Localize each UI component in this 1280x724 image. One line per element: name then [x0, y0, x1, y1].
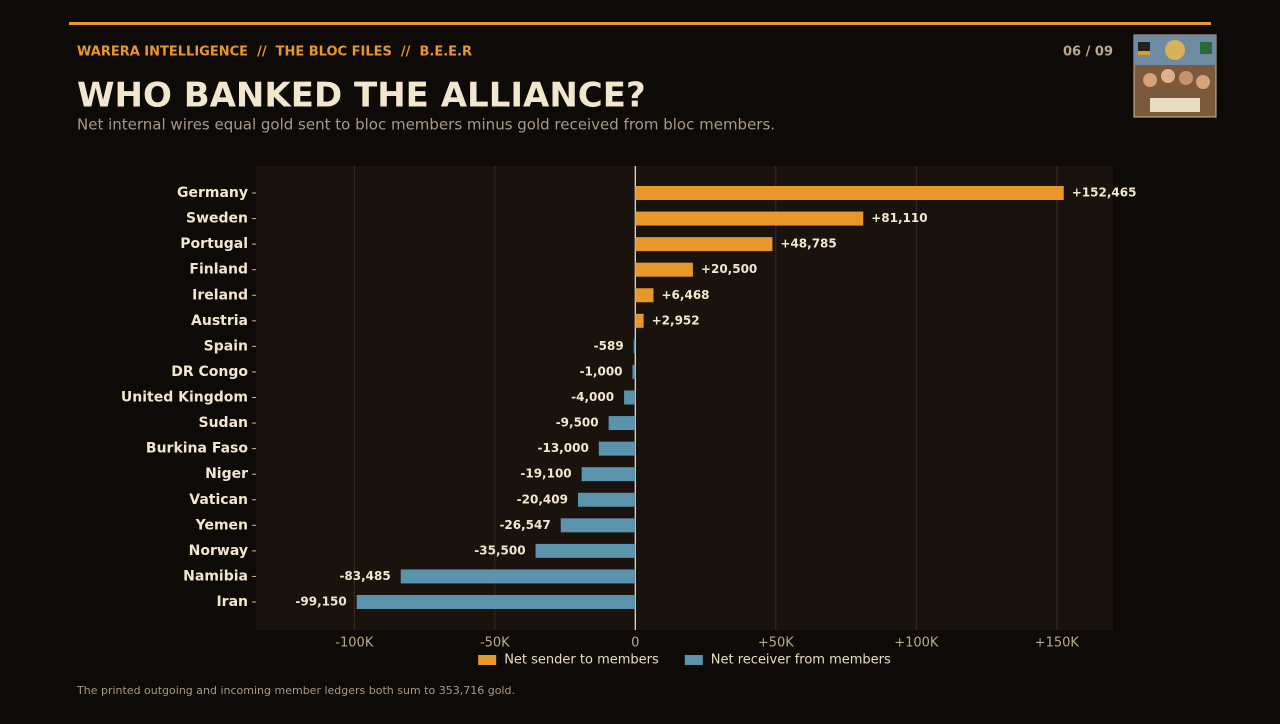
y-tick-label: DR Congo: [171, 364, 248, 380]
value-label: -26,547: [499, 518, 550, 532]
chart-subtitle: Net internal wires equal gold sent to bl…: [77, 116, 775, 134]
y-tick-label: United Kingdom: [121, 390, 248, 406]
bar: [633, 339, 636, 354]
bar: [598, 441, 636, 456]
value-label: -13,000: [538, 441, 589, 455]
bar: [632, 364, 636, 379]
legend-swatch: [478, 655, 497, 665]
y-tick-label: Vatican: [189, 492, 248, 508]
top-rule: [69, 22, 1211, 25]
value-label: +6,468: [662, 288, 710, 302]
y-tick-label: Sudan: [199, 415, 249, 431]
value-label: +152,465: [1072, 186, 1137, 200]
value-label: -19,100: [520, 467, 571, 481]
y-tick-label: Germany: [177, 185, 248, 201]
y-tick-label: Finland: [189, 262, 248, 278]
y-tick-label: Sweden: [186, 211, 248, 227]
bar: [635, 237, 773, 252]
legend-swatch: [684, 655, 703, 665]
bar: [356, 595, 636, 609]
value-label: +20,500: [701, 262, 757, 276]
value-label: -1,000: [580, 364, 623, 378]
bar: [581, 467, 636, 482]
chart-title: WHO BANKED THE ALLIANCE?: [77, 76, 646, 116]
y-tick-label: Burkina Faso: [146, 441, 248, 457]
thumbnail: [1133, 34, 1217, 118]
x-tick-label: +150K: [1035, 636, 1080, 651]
bar: [577, 492, 636, 507]
footnote: The printed outgoing and incoming member…: [76, 684, 515, 697]
value-label: -99,150: [295, 595, 346, 609]
value-label: -83,485: [339, 569, 390, 583]
bar: [624, 390, 636, 405]
bar: [635, 186, 1064, 200]
x-tick-label: -100K: [335, 636, 374, 651]
bar: [400, 569, 636, 584]
y-tick-label: Namibia: [183, 568, 248, 584]
bar: [635, 313, 644, 328]
legend-label: Net receiver from members: [711, 653, 891, 668]
y-tick-label: Niger: [205, 466, 248, 482]
y-tick-label: Spain: [204, 338, 248, 354]
plot-area: [256, 166, 1113, 630]
value-label: -589: [594, 339, 624, 353]
bar: [608, 416, 636, 431]
value-label: +81,110: [871, 211, 927, 225]
x-tick-label: +100K: [894, 636, 939, 651]
x-tick-label: -50K: [480, 636, 510, 651]
y-tick-label: Norway: [189, 543, 248, 559]
y-tick-label: Iran: [216, 594, 248, 610]
y-tick-label: Yemen: [195, 517, 248, 533]
bar: [635, 211, 864, 226]
value-label: -4,000: [571, 390, 614, 404]
page-number: 06 / 09: [1063, 45, 1113, 60]
value-label: -9,500: [556, 416, 599, 430]
kicker: WARERA INTELLIGENCE // THE BLOC FILES //…: [77, 45, 472, 60]
value-label: -35,500: [474, 543, 525, 557]
value-label: -20,409: [517, 492, 568, 506]
x-tick-label: 0: [631, 636, 639, 651]
x-tick-label: +50K: [758, 636, 794, 651]
bar: [535, 543, 636, 558]
y-tick-label: Portugal: [180, 236, 248, 252]
bar: [635, 288, 654, 303]
value-label: +48,785: [780, 237, 836, 251]
bar: [635, 262, 693, 277]
value-label: +2,952: [652, 313, 700, 327]
y-tick-label: Austria: [191, 313, 248, 329]
y-tick-label: Ireland: [192, 287, 248, 303]
bar: [560, 518, 636, 533]
legend-label: Net sender to members: [504, 653, 659, 668]
